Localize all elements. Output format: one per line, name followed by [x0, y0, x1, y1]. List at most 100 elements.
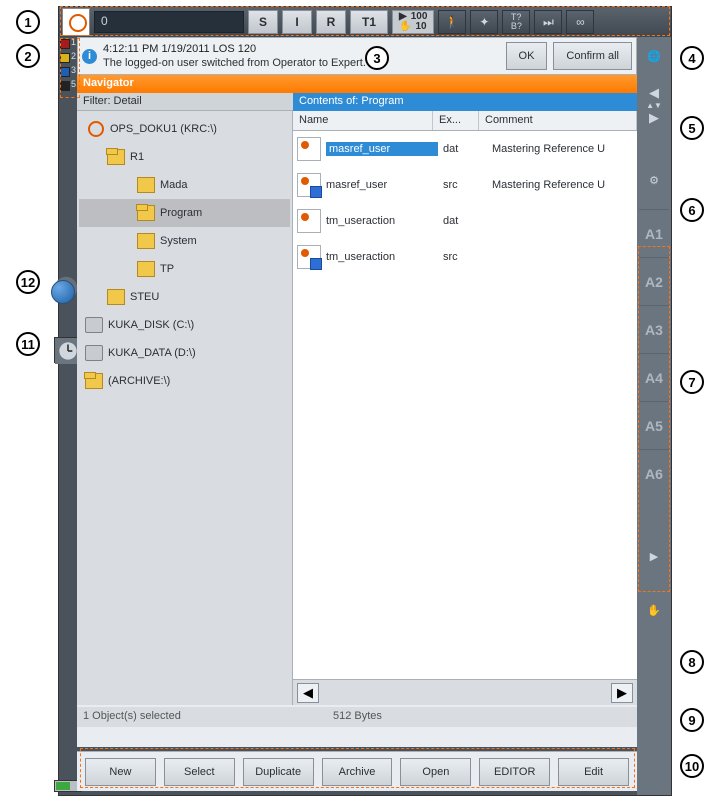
- tree-r1-label: R1: [130, 151, 144, 163]
- callout-5: 5: [680, 116, 704, 140]
- file-icon: [297, 173, 321, 197]
- tree-system[interactable]: System: [79, 227, 290, 255]
- info-count: 3: [71, 65, 76, 79]
- scroll-left-button[interactable]: ◀: [297, 683, 319, 703]
- list-scrollbar[interactable]: ◀ ▶: [293, 679, 637, 705]
- axis-a3[interactable]: A3: [639, 305, 669, 353]
- col-name[interactable]: Name: [293, 111, 433, 130]
- file-ext: src: [443, 251, 487, 263]
- file-row[interactable]: tm_useractiondat: [293, 203, 637, 239]
- ok-button[interactable]: OK: [506, 42, 548, 70]
- tree-data[interactable]: KUKA_DATA (D:\): [79, 339, 290, 367]
- status-bytes: 512 Bytes: [333, 710, 382, 724]
- file-icon: [297, 209, 321, 233]
- list-header: Name Ex... Comment: [293, 111, 637, 131]
- hand-button[interactable]: ✋: [639, 595, 669, 625]
- right-rail: 🌐 ◀▲▼▶ ⚙ A1 A2 A3 A4 A5 A6 ▶ ✋: [637, 37, 671, 795]
- tree-tp-label: TP: [160, 263, 174, 275]
- robot-r-button[interactable]: R: [316, 10, 346, 34]
- tree-archive-label: (ARCHIVE:\): [108, 375, 170, 387]
- left-status-strip: 1 2 3 5: [59, 37, 77, 795]
- navigator-panel: Navigator Filter: Detail Contents of: Pr…: [77, 75, 637, 747]
- runmode-icon[interactable]: 🚶: [438, 10, 466, 34]
- tree-program-label: Program: [160, 207, 202, 219]
- open-button[interactable]: Open: [400, 758, 471, 786]
- robot-icon[interactable]: [62, 8, 90, 36]
- tree-system-label: System: [160, 235, 197, 247]
- message-text: The logged-on user switched from Operato…: [103, 56, 500, 70]
- tb-icon[interactable]: T?B?: [502, 10, 530, 34]
- tree-steu[interactable]: STEU: [79, 283, 290, 311]
- axis-a6[interactable]: A6: [639, 449, 669, 497]
- warn-count: 2: [71, 51, 76, 65]
- speed-override[interactable]: ▶ 100 ✋ 10: [392, 10, 434, 34]
- scroll-right-button[interactable]: ▶: [611, 683, 633, 703]
- editor-button[interactable]: EDITOR: [479, 758, 550, 786]
- axis-a2[interactable]: A2: [639, 257, 669, 305]
- bottom-button-bar: New Select Duplicate Archive Open EDITOR…: [77, 751, 637, 791]
- file-name: tm_useraction: [326, 215, 438, 227]
- file-list-pane: Name Ex... Comment masref_userdatMasteri…: [293, 111, 637, 705]
- tree-r1[interactable]: R1: [79, 143, 290, 171]
- jog-arrows[interactable]: ◀▲▼▶: [639, 75, 669, 135]
- file-name: masref_user: [326, 142, 438, 156]
- infinity-icon[interactable]: ∞: [566, 10, 594, 34]
- navigator-title: Navigator: [77, 75, 637, 93]
- callout-1: 1: [16, 10, 40, 34]
- coord-button[interactable]: ⚙: [639, 165, 669, 195]
- file-row[interactable]: masref_usersrcMastering Reference U: [293, 167, 637, 203]
- tree-data-label: KUKA_DATA (D:\): [108, 347, 196, 359]
- tree-root-label: OPS_DOKU1 (KRC:\): [110, 123, 217, 135]
- drives-i-button[interactable]: I: [282, 10, 312, 34]
- program-slot[interactable]: 0: [94, 11, 244, 33]
- file-row[interactable]: tm_useraction src: [293, 239, 637, 275]
- err-count: 1: [71, 37, 76, 51]
- top-status-bar: 0 S I R T1 ▶ 100 ✋ 10 🚶 ✦ T?B? ⏭ ∞: [59, 7, 671, 37]
- confirm-all-button[interactable]: Confirm all: [553, 42, 632, 70]
- mode-t1-button[interactable]: T1: [350, 10, 388, 34]
- callout-7: 7: [680, 370, 704, 394]
- tree-archive[interactable]: (ARCHIVE:\): [79, 367, 290, 395]
- new-button[interactable]: New: [85, 758, 156, 786]
- axis-a5[interactable]: A5: [639, 401, 669, 449]
- play-button[interactable]: ▶: [639, 541, 669, 571]
- message-bar: i 4:12:11 PM 1/19/2011 LOS 120 The logge…: [77, 37, 637, 75]
- callout-10: 10: [680, 754, 704, 778]
- file-row[interactable]: masref_userdatMastering Reference U: [293, 131, 637, 167]
- tree-disk-label: KUKA_DISK (C:\): [108, 319, 194, 331]
- tree-pane[interactable]: OPS_DOKU1 (KRC:\) R1 Mada Program System…: [77, 111, 293, 705]
- edit-button[interactable]: Edit: [558, 758, 629, 786]
- file-list-body[interactable]: masref_userdatMastering Reference Umasre…: [293, 131, 637, 679]
- callout-11: 11: [16, 332, 40, 356]
- status-selected: 1 Object(s) selected: [83, 710, 333, 724]
- callout-3: 3: [365, 46, 389, 70]
- world-icon[interactable]: [56, 280, 75, 304]
- tool-icon[interactable]: ✦: [470, 10, 498, 34]
- file-name: masref_user: [326, 179, 438, 191]
- select-button[interactable]: Select: [164, 758, 235, 786]
- submit-s-button[interactable]: S: [248, 10, 278, 34]
- tree-mada[interactable]: Mada: [79, 171, 290, 199]
- filter-label: Filter: Detail: [83, 95, 299, 108]
- tree-root[interactable]: OPS_DOKU1 (KRC:\): [79, 115, 290, 143]
- tree-tp[interactable]: TP: [79, 255, 290, 283]
- axis-a4[interactable]: A4: [639, 353, 669, 401]
- file-ext: dat: [443, 143, 487, 155]
- callout-12: 12: [16, 270, 40, 294]
- callout-4: 4: [680, 46, 704, 70]
- axis-a1[interactable]: A1: [639, 209, 669, 257]
- tree-steu-label: STEU: [130, 291, 159, 303]
- file-name: tm_useraction: [326, 251, 438, 263]
- col-comment[interactable]: Comment: [479, 111, 637, 130]
- duplicate-button[interactable]: Duplicate: [243, 758, 314, 786]
- globe-button[interactable]: 🌐: [639, 41, 669, 71]
- status-line: 1 Object(s) selected 512 Bytes: [77, 707, 637, 727]
- file-icon: [297, 245, 321, 269]
- file-icon: [297, 137, 321, 161]
- archive-button[interactable]: Archive: [322, 758, 393, 786]
- col-ext[interactable]: Ex...: [433, 111, 479, 130]
- step-icon[interactable]: ⏭: [534, 10, 562, 34]
- tree-program[interactable]: Program: [79, 199, 290, 227]
- speed-bottom: 10: [415, 22, 426, 32]
- tree-disk[interactable]: KUKA_DISK (C:\): [79, 311, 290, 339]
